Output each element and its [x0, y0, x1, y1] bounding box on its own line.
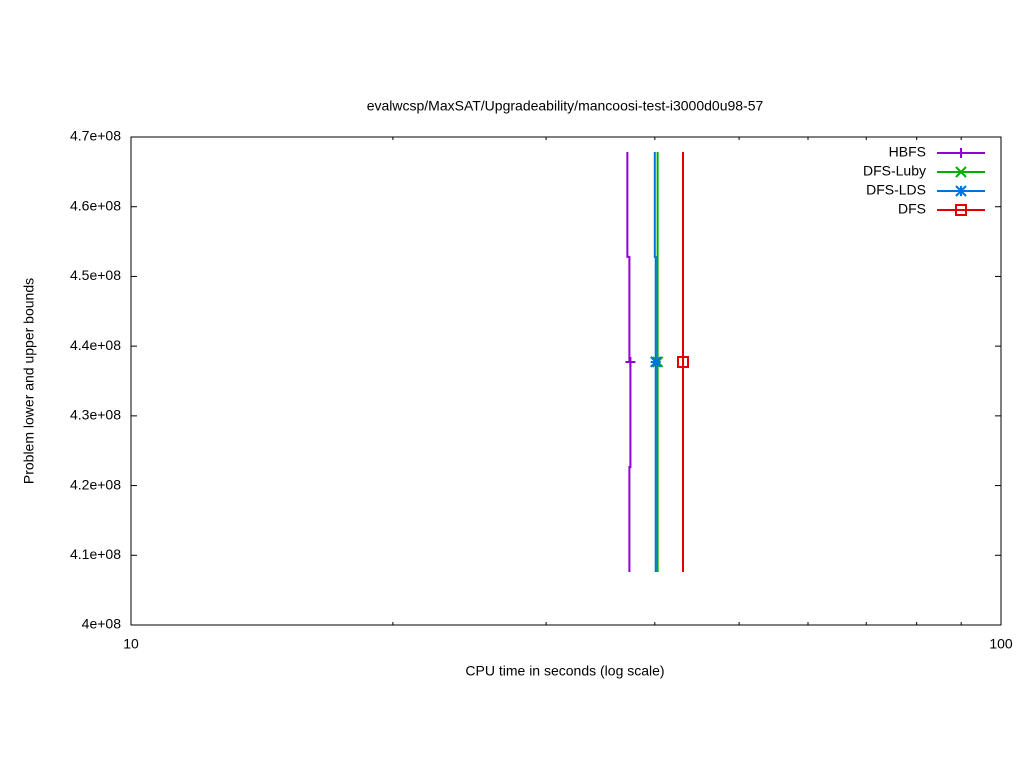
legend-label: DFS [898, 201, 926, 217]
chart-title: evalwcsp/MaxSAT/Upgradeability/mancoosi-… [367, 98, 764, 114]
plot-frame [130, 136, 1002, 626]
y-tick-label: 4.6e+08 [70, 197, 121, 213]
y-tick-label: 4.5e+08 [70, 267, 121, 283]
y-axis-label: Problem lower and upper bounds [21, 278, 37, 484]
legend-label: DFS-Luby [863, 163, 926, 179]
x-tick-label: 100 [989, 636, 1013, 652]
y-tick-label: 4.7e+08 [70, 128, 121, 144]
legend-marker [955, 166, 967, 178]
y-tick-label: 4.4e+08 [70, 337, 121, 353]
marker [625, 356, 636, 367]
legend-marker [955, 185, 967, 197]
marker [676, 355, 689, 368]
y-tick-label: 4e+08 [82, 616, 122, 632]
legend-label: HBFS [889, 144, 926, 160]
y-tick-label: 4.2e+08 [70, 476, 121, 492]
marker [650, 356, 662, 368]
y-tick-label: 4.3e+08 [70, 407, 121, 423]
y-tick-label: 4.1e+08 [70, 546, 121, 562]
series-line [653, 151, 657, 573]
legend-marker [956, 148, 966, 158]
x-axis-label: CPU time in seconds (log scale) [465, 663, 664, 679]
x-tick-label: 10 [123, 636, 139, 652]
legend-label: DFS-LDS [866, 182, 926, 198]
series-line [626, 151, 632, 573]
legend-marker [955, 204, 967, 216]
